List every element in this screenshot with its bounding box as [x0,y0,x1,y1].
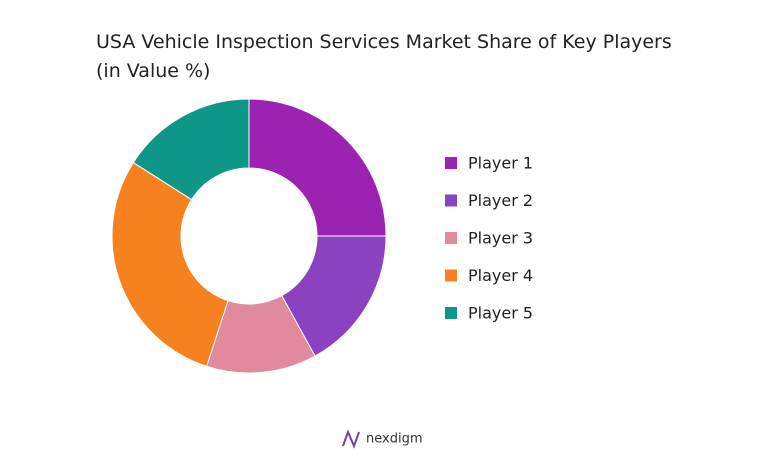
legend-swatch [445,307,457,319]
legend-label: Player 2 [468,191,533,210]
donut-slice [111,161,229,367]
legend-swatch [445,157,457,169]
donut-slice [248,98,387,237]
legend-label: Player 3 [468,229,533,248]
legend-label: Player 1 [468,154,533,173]
legend-swatch [445,232,457,244]
chart-title: USA Vehicle Inspection Services Market S… [96,31,672,82]
brand-logo: nexdigm [342,429,422,449]
legend-swatch [445,194,457,207]
legend-swatch [445,269,457,282]
brand-name: nexdigm [366,432,422,447]
logo-icon [342,429,360,449]
legend-label: Player 4 [468,266,533,285]
legend-label: Player 5 [468,304,533,323]
donut-slice [132,98,250,201]
donut-slice [281,235,387,357]
